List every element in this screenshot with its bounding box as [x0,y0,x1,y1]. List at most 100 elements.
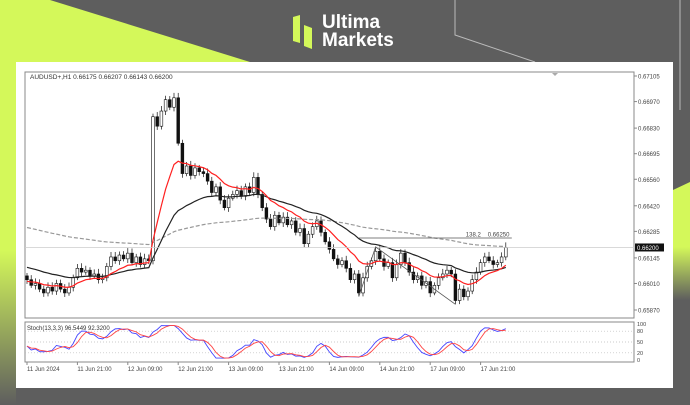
time-tick-label: 13 Jun 09:00 [229,367,264,373]
candle-body-bull [478,262,483,273]
candle-body-bear [50,286,54,292]
candle-body-bear [155,116,159,127]
candle [386,259,390,269]
candle-body-bear [121,254,126,260]
candle-body-bear [210,180,214,193]
candle-body-bull [252,177,256,193]
candle [491,256,495,269]
candle [130,248,134,266]
candle-body-bear [168,99,172,108]
candle [42,285,46,297]
candle-body-bear [285,216,290,226]
candle [218,182,222,205]
candle [189,160,193,180]
stoch-level-label: 50 [637,340,643,346]
candle [117,251,122,265]
candle-body-bull [126,252,130,260]
shift-marker-icon [552,73,558,76]
candle-body-bear [390,262,395,279]
candle-body-bear [239,190,243,197]
candle [25,273,29,284]
stoch-label: Stoch(13,3,3) 96.5449 92.3200 [27,326,110,332]
candle-body-bull [159,110,164,127]
candle-body-bull [226,197,231,208]
candle-body-bear [42,288,46,294]
annotations: 0.66200 138.2 0.66250 [25,73,664,305]
candle [390,257,395,282]
price-tick-label: 0.66285 [638,230,660,236]
candle [474,267,479,284]
candle-body-bear [260,194,264,208]
candle-body-bear [491,260,495,265]
stoch-level-label: 0 [637,358,640,364]
candle-body-bull [399,252,403,265]
chart-frame [24,71,635,363]
candle [54,279,59,295]
candle [504,242,508,261]
time-tick-label: 11 Jun 21:00 [77,367,112,373]
candle-body-bear [180,142,185,174]
price-chart[interactable]: AUDUSD+,H1 0.66175 0.66207 0.66143 0.662… [16,62,673,388]
candle [268,213,273,230]
candle-body-bear [357,273,361,294]
ultima-markets-logo: Ultima Markets [292,12,394,51]
candle-body-bear [189,165,193,176]
candle [499,252,504,267]
candle [63,284,67,297]
candle [184,161,189,177]
candle [159,105,164,130]
candle [201,167,206,178]
candle-body-bear [348,268,353,280]
price-tick-label: 0.66560 [638,178,660,184]
candle-body-bull [373,250,378,262]
candle-body-bull [436,277,441,286]
candle-body-bull [84,269,88,273]
candle-body-bear [201,171,206,174]
stoch-level-label: 20 [637,351,643,357]
candle-body-bear [344,260,348,269]
candle-body-bear [302,228,306,244]
stoch-level-label: 100 [637,322,646,328]
brand-line1: Ultima [322,12,381,33]
candle [126,248,130,264]
candle-body-bear [453,273,458,301]
candle [33,278,38,290]
candle-body-bear [37,283,42,290]
candle [121,251,126,262]
stoch-plot-border [24,321,635,363]
candle-body-bear [407,262,411,273]
chart-header: AUDUSD+,H1 0.66175 0.66207 0.66143 0.662… [30,74,173,81]
ma-fast-line [26,160,507,288]
current-price-badge [635,243,664,252]
candle [231,190,235,201]
brand-line2: Markets [322,30,394,51]
candle [92,269,96,280]
candle [273,211,277,231]
candle [134,253,138,267]
candle-body-bear [88,269,92,277]
candle-body-bear [130,252,134,263]
candle-body-bear [176,97,180,144]
candle [285,212,290,228]
candle-body-bull [134,256,138,263]
price-tick-label: 0.65870 [638,309,660,315]
ma-slow-line [26,193,506,279]
candle-body-bull [466,290,470,298]
candle [457,284,462,305]
candle-body-bull [499,256,504,263]
candle [289,217,294,229]
candle [348,263,353,283]
candle [340,257,344,268]
candle [243,183,248,201]
candle-body-bear [264,207,269,220]
candle [252,172,256,197]
candle-body-bull [75,268,80,279]
candle-body-bull [352,273,357,280]
candles [25,92,508,305]
chart-card: AUDUSD+,H1 0.66175 0.66207 0.66143 0.662… [16,62,673,388]
candle [327,237,332,254]
candle-body-bear [449,269,453,275]
candle-body-bear [277,214,281,224]
candle-body-bear [25,275,29,280]
